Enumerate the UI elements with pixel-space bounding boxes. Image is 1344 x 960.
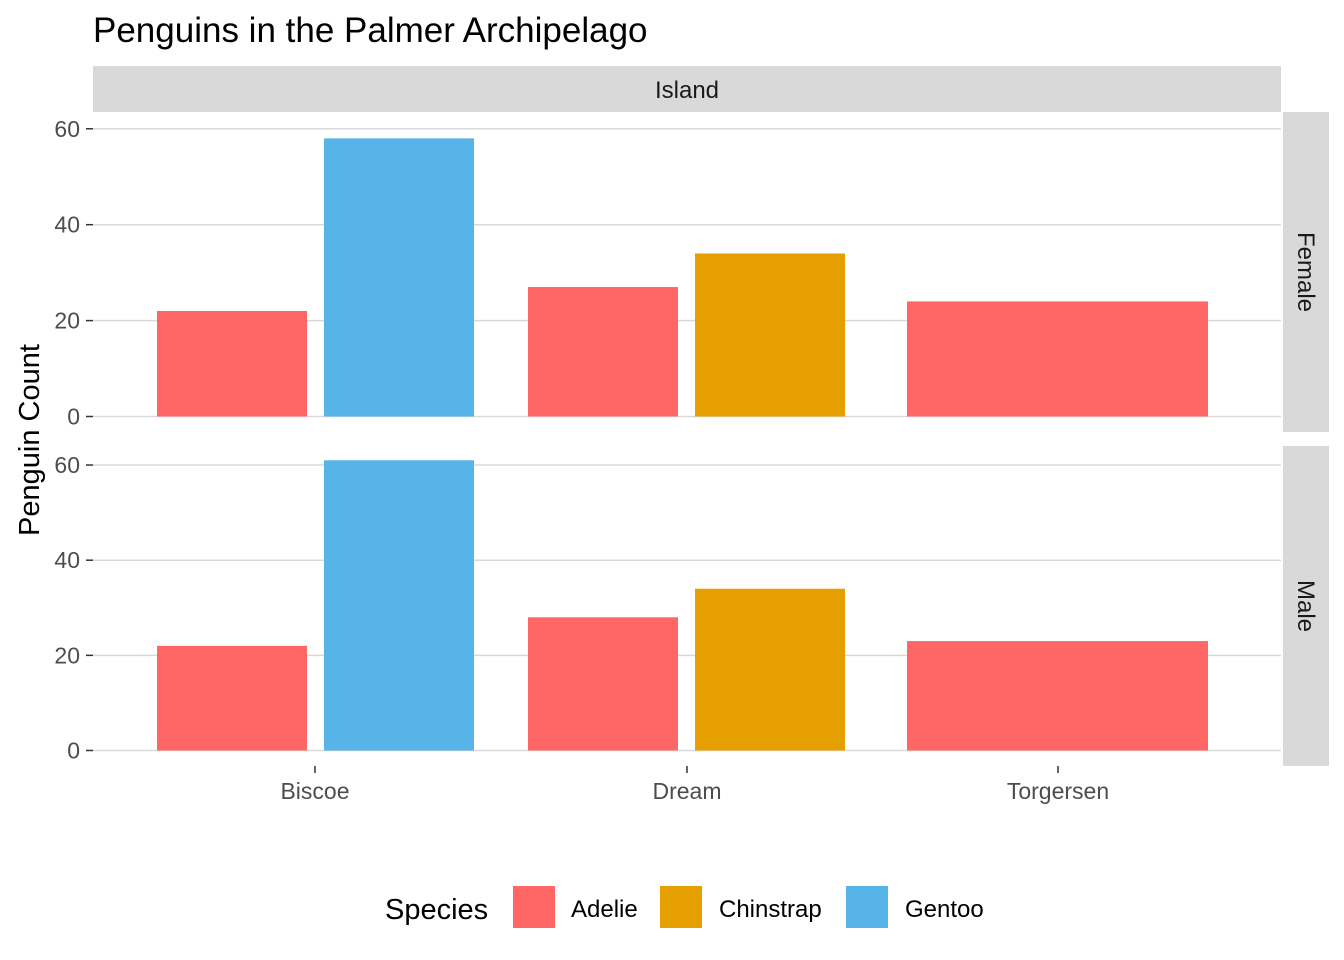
column-facet-strip bbox=[93, 66, 1281, 112]
y-tick-label: 20 bbox=[54, 642, 80, 668]
bar-male-biscoe-adelie bbox=[157, 645, 307, 751]
y-tick-label: 0 bbox=[67, 404, 80, 430]
bar-female-biscoe-gentoo bbox=[324, 138, 474, 417]
bar-female-biscoe-adelie bbox=[157, 311, 307, 417]
legend-label-chinstrap: Chinstrap bbox=[719, 896, 822, 923]
facet-panel-male: 0 20 40 60 Male bbox=[54, 446, 1329, 766]
row-facet-label: Female bbox=[1292, 232, 1319, 312]
y-tick-label: 60 bbox=[54, 452, 80, 478]
bar-male-biscoe-gentoo bbox=[324, 460, 474, 751]
legend: Species Adelie Chinstrap Gentoo bbox=[385, 886, 984, 928]
x-tick-label: Dream bbox=[652, 778, 721, 804]
facet-panel-female: 0 20 40 60 Female bbox=[54, 112, 1329, 432]
legend-key-gentoo bbox=[846, 886, 888, 928]
row-facet-strip bbox=[1283, 112, 1329, 432]
bar-male-dream-chinstrap bbox=[695, 588, 845, 751]
row-facet-label: Male bbox=[1292, 580, 1319, 632]
column-facet-label: Island bbox=[655, 77, 719, 104]
facet-panels: 0 20 40 60 Female 0 20 40 60 Male bbox=[54, 112, 1329, 766]
legend-label-gentoo: Gentoo bbox=[905, 896, 984, 923]
y-tick-label: 60 bbox=[54, 116, 80, 142]
x-tick-label: Torgersen bbox=[1007, 778, 1109, 804]
bar-female-dream-chinstrap bbox=[695, 253, 845, 417]
y-tick-label: 0 bbox=[67, 738, 80, 764]
y-tick-label: 20 bbox=[54, 308, 80, 334]
legend-key-adelie bbox=[513, 886, 555, 928]
bar-male-torgersen-adelie bbox=[907, 641, 1208, 751]
bar-male-dream-adelie bbox=[528, 617, 678, 751]
legend-title: Species bbox=[385, 894, 488, 926]
y-tick-label: 40 bbox=[54, 547, 80, 573]
row-facet-strip bbox=[1283, 446, 1329, 766]
legend-key-chinstrap bbox=[660, 886, 702, 928]
x-axis: Biscoe Dream Torgersen bbox=[280, 766, 1109, 804]
y-tick-label: 40 bbox=[54, 212, 80, 238]
bar-female-torgersen-adelie bbox=[907, 301, 1208, 417]
x-tick-label: Biscoe bbox=[280, 778, 349, 804]
chart-title: Penguins in the Palmer Archipelago bbox=[93, 11, 648, 50]
y-axis-title: Penguin Count bbox=[14, 344, 46, 536]
legend-label-adelie: Adelie bbox=[571, 896, 638, 923]
bar-female-dream-adelie bbox=[528, 287, 678, 417]
